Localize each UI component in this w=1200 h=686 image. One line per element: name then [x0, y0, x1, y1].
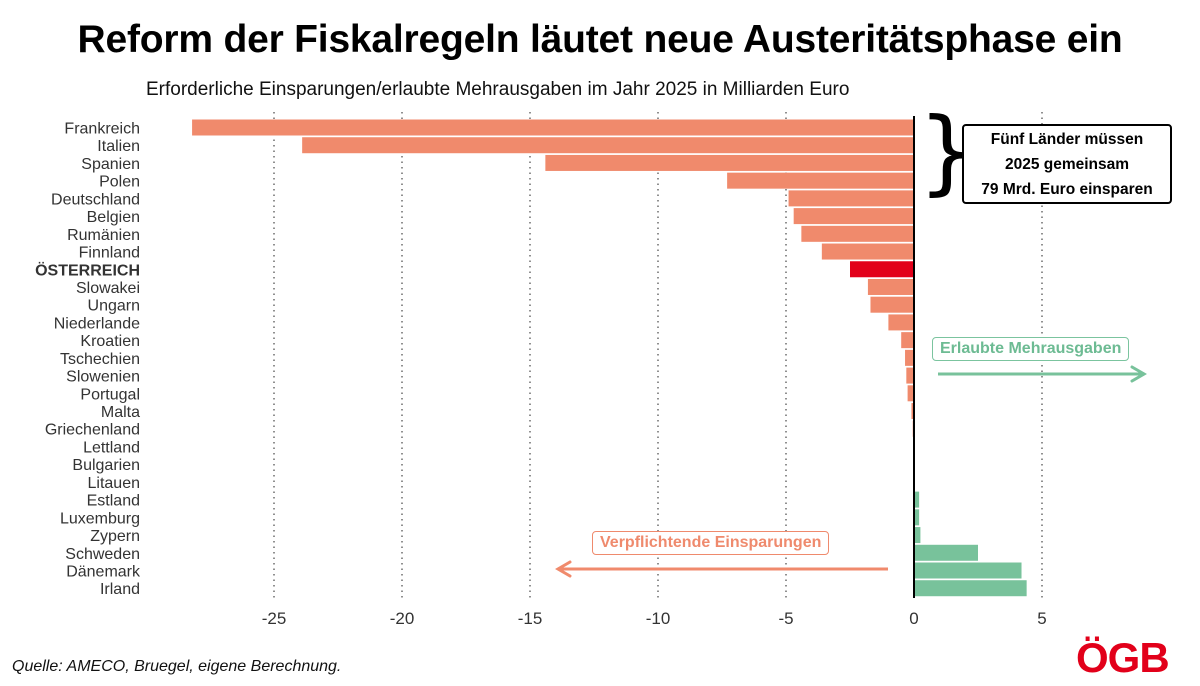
category-label: Bulgarien — [72, 457, 140, 474]
category-label: Portugal — [80, 386, 140, 403]
bar-luxemburg — [914, 509, 920, 526]
category-label: Frankreich — [64, 121, 140, 138]
bar-malta — [911, 403, 914, 420]
bar-estland — [914, 491, 920, 508]
bar-frankreich — [192, 119, 914, 136]
allowed-spending-label: Erlaubte Mehrausgaben — [932, 337, 1130, 361]
category-label: Griechenland — [45, 422, 140, 439]
bar-slowakei — [867, 278, 914, 295]
bar-deutschland — [788, 190, 914, 207]
bar-österreich — [850, 261, 914, 278]
category-label: Dänemark — [66, 564, 141, 581]
category-label: Tschechien — [60, 351, 140, 368]
bar-ungarn — [870, 296, 914, 313]
allowed-arrow-head-icon — [1130, 365, 1147, 383]
bar-dänemark — [914, 562, 1022, 579]
x-tick-labels: -25 -20 -15 -10 -5 0 5 — [262, 609, 1047, 628]
bar-rumänien — [801, 225, 914, 242]
oegb-logo: ÖGB — [1076, 636, 1194, 680]
bar-schweden — [914, 544, 978, 561]
category-label: Rumänien — [67, 227, 140, 244]
bar-belgien — [793, 208, 914, 225]
bar-finnland — [821, 243, 914, 260]
x-tick-label: -15 — [518, 609, 543, 628]
category-label: Litauen — [88, 475, 141, 492]
bar-spanien — [545, 154, 914, 171]
x-tick-label: 0 — [909, 609, 918, 628]
bar-polen — [727, 172, 914, 189]
bar-slowenien — [906, 367, 914, 384]
category-labels: FrankreichItalienSpanienPolenDeutschland… — [35, 121, 141, 599]
category-label: Malta — [101, 404, 140, 421]
source-note: Quelle: AMECO, Bruegel, eigene Berechnun… — [12, 658, 342, 675]
chart-title: Reform der Fiskalregeln läutet neue Aust… — [77, 18, 1123, 61]
bar-tschechien — [905, 349, 914, 366]
category-label: Irland — [100, 581, 140, 598]
chart-subtitle: Erforderliche Einsparungen/erlaubte Mehr… — [146, 79, 850, 100]
category-label: Luxemburg — [60, 510, 140, 527]
category-label: Kroatien — [80, 333, 140, 350]
logo-text: ÖGB — [1076, 634, 1170, 681]
x-tick-label: -5 — [778, 609, 793, 628]
category-label: Belgien — [87, 209, 140, 226]
category-label: Ungarn — [88, 298, 140, 315]
category-label: Estland — [87, 493, 140, 510]
required-savings-label: Verpflichtende Einsparungen — [592, 531, 830, 555]
bar-kroatien — [901, 332, 914, 349]
category-label: Polen — [99, 174, 140, 191]
category-label: Niederlande — [54, 315, 140, 332]
callout-line-2: 2025 gemeinsam — [1004, 155, 1130, 173]
bar-irland — [914, 580, 1027, 597]
bar-portugal — [907, 385, 914, 402]
arrows — [555, 365, 1147, 578]
callout-line-1: Fünf Länder müssen — [990, 130, 1144, 148]
category-label: Spanien — [81, 156, 140, 173]
category-label: Italien — [97, 138, 140, 155]
category-label: Zypern — [90, 528, 140, 545]
x-tick-label: -20 — [390, 609, 415, 628]
category-label: Slowakei — [76, 280, 140, 297]
callout-line-3: 79 Mrd. Euro einsparen — [981, 180, 1153, 198]
required-arrow-head-icon — [555, 560, 572, 578]
bars — [192, 119, 1027, 597]
bar-italien — [302, 137, 914, 154]
category-label: Deutschland — [51, 191, 140, 208]
bar-zypern — [914, 527, 921, 544]
callout-box: Fünf Länder müssen 2025 gemeinsam 79 Mrd… — [962, 124, 1172, 204]
category-label: Slowenien — [66, 369, 140, 386]
category-label: Finnland — [79, 245, 140, 262]
x-tick-label: 5 — [1037, 609, 1046, 628]
bar-niederlande — [888, 314, 914, 331]
category-label: ÖSTERREICH — [35, 260, 140, 279]
x-tick-label: -25 — [262, 609, 287, 628]
category-label: Schweden — [65, 546, 140, 563]
category-label: Lettland — [83, 439, 140, 456]
x-tick-label: -10 — [646, 609, 671, 628]
